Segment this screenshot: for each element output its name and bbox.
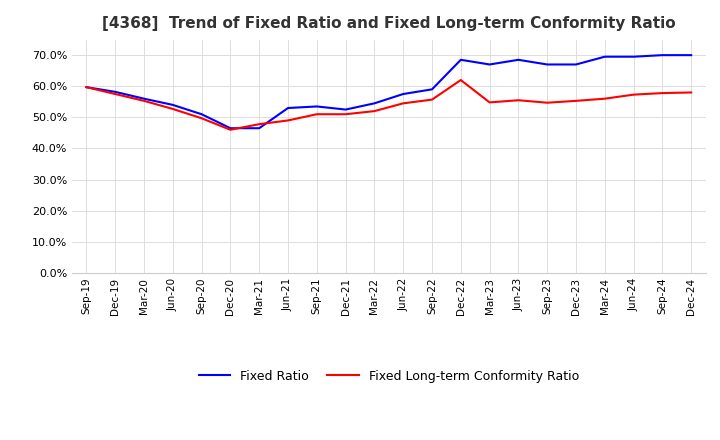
Fixed Ratio	[140, 96, 148, 101]
Fixed Ratio	[687, 52, 696, 58]
Fixed Long-term Conformity Ratio	[658, 91, 667, 96]
Fixed Ratio	[572, 62, 580, 67]
Fixed Ratio	[456, 57, 465, 62]
Fixed Ratio	[226, 125, 235, 131]
Line: Fixed Long-term Conformity Ratio: Fixed Long-term Conformity Ratio	[86, 80, 691, 130]
Fixed Ratio	[82, 84, 91, 90]
Fixed Ratio	[399, 92, 408, 97]
Fixed Long-term Conformity Ratio	[485, 100, 494, 105]
Fixed Ratio	[341, 107, 350, 112]
Fixed Long-term Conformity Ratio	[456, 77, 465, 83]
Fixed Ratio	[514, 57, 523, 62]
Fixed Ratio	[111, 89, 120, 95]
Legend: Fixed Ratio, Fixed Long-term Conformity Ratio: Fixed Ratio, Fixed Long-term Conformity …	[194, 365, 584, 388]
Fixed Long-term Conformity Ratio	[370, 109, 379, 114]
Fixed Long-term Conformity Ratio	[399, 101, 408, 106]
Fixed Ratio	[197, 112, 206, 117]
Fixed Long-term Conformity Ratio	[514, 98, 523, 103]
Fixed Ratio	[284, 105, 292, 110]
Fixed Long-term Conformity Ratio	[543, 100, 552, 105]
Fixed Long-term Conformity Ratio	[111, 92, 120, 97]
Fixed Long-term Conformity Ratio	[341, 112, 350, 117]
Fixed Ratio	[629, 54, 638, 59]
Fixed Ratio	[255, 125, 264, 131]
Fixed Long-term Conformity Ratio	[600, 96, 609, 101]
Fixed Ratio	[312, 104, 321, 109]
Fixed Long-term Conformity Ratio	[687, 90, 696, 95]
Fixed Long-term Conformity Ratio	[140, 98, 148, 103]
Fixed Ratio	[370, 101, 379, 106]
Fixed Ratio	[168, 102, 177, 107]
Fixed Long-term Conformity Ratio	[168, 106, 177, 112]
Fixed Long-term Conformity Ratio	[255, 121, 264, 127]
Fixed Long-term Conformity Ratio	[82, 84, 91, 90]
Fixed Ratio	[600, 54, 609, 59]
Title: [4368]  Trend of Fixed Ratio and Fixed Long-term Conformity Ratio: [4368] Trend of Fixed Ratio and Fixed Lo…	[102, 16, 675, 32]
Fixed Ratio	[658, 52, 667, 58]
Fixed Long-term Conformity Ratio	[312, 112, 321, 117]
Fixed Long-term Conformity Ratio	[197, 116, 206, 121]
Fixed Long-term Conformity Ratio	[629, 92, 638, 97]
Fixed Ratio	[543, 62, 552, 67]
Fixed Long-term Conformity Ratio	[226, 127, 235, 132]
Line: Fixed Ratio: Fixed Ratio	[86, 55, 691, 128]
Fixed Long-term Conformity Ratio	[428, 97, 436, 102]
Fixed Ratio	[428, 87, 436, 92]
Fixed Ratio	[485, 62, 494, 67]
Fixed Long-term Conformity Ratio	[572, 98, 580, 103]
Fixed Long-term Conformity Ratio	[284, 118, 292, 123]
